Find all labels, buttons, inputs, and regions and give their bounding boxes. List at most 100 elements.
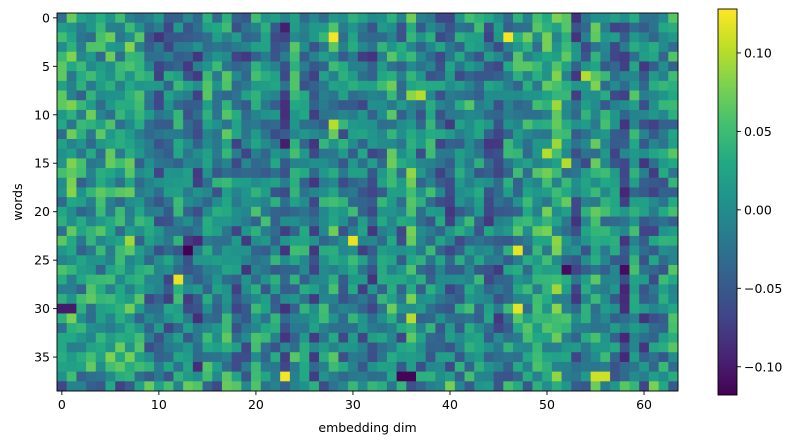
heatmap-cell: [648, 313, 659, 324]
heatmap-cell: [357, 371, 368, 382]
heatmap-cell: [183, 303, 194, 314]
heatmap-cell: [251, 255, 262, 266]
heatmap-cell: [76, 313, 87, 324]
heatmap-cell: [416, 216, 427, 227]
heatmap-cell: [445, 371, 456, 382]
heatmap-cell: [386, 313, 398, 324]
heatmap-cell: [163, 187, 174, 198]
heatmap-cell: [493, 361, 504, 373]
heatmap-cell: [367, 129, 378, 140]
heatmap-cell: [425, 129, 436, 140]
heatmap-cell: [658, 119, 669, 130]
heatmap-cell: [532, 42, 543, 53]
heatmap-cell: [221, 313, 233, 324]
heatmap-cell: [221, 32, 233, 43]
heatmap-cell: [513, 226, 524, 237]
heatmap-cell: [251, 158, 262, 169]
heatmap-cell: [183, 235, 194, 247]
heatmap-cell: [425, 342, 436, 353]
heatmap-cell: [474, 109, 485, 121]
heatmap-cell: [503, 32, 514, 43]
heatmap-cell: [212, 381, 223, 392]
heatmap-cell: [270, 197, 281, 208]
heatmap-cell: [105, 119, 116, 130]
heatmap-cell: [483, 158, 495, 169]
heatmap-cell: [474, 381, 485, 392]
heatmap-cell: [629, 100, 640, 111]
heatmap-cell: [183, 148, 194, 159]
heatmap-cell: [648, 226, 659, 237]
heatmap-cell: [610, 119, 621, 130]
heatmap-cell: [639, 235, 650, 247]
heatmap-cell: [435, 119, 446, 130]
heatmap-cell: [522, 187, 533, 198]
heatmap-cell: [280, 139, 291, 150]
heatmap-cell: [309, 235, 320, 247]
heatmap-cell: [629, 148, 640, 159]
heatmap-cell: [57, 148, 68, 159]
heatmap-cell: [241, 371, 252, 382]
heatmap-cell: [270, 168, 281, 179]
heatmap-cell: [318, 303, 330, 314]
heatmap-cell: [435, 129, 446, 140]
heatmap-cell: [600, 303, 611, 314]
heatmap-cell: [115, 90, 126, 101]
heatmap-cell: [192, 42, 203, 53]
heatmap-cell: [561, 42, 572, 53]
heatmap-cell: [144, 352, 155, 363]
heatmap-cell: [202, 22, 213, 33]
heatmap-cell: [309, 352, 320, 363]
heatmap-cell: [328, 352, 339, 363]
heatmap-cell: [503, 216, 514, 227]
heatmap-cell: [183, 206, 194, 217]
heatmap-cell: [493, 90, 504, 101]
heatmap-cell: [610, 109, 621, 121]
heatmap-cell: [134, 177, 145, 188]
heatmap-cell: [619, 235, 630, 247]
heatmap-cell: [668, 352, 679, 363]
heatmap-cell: [580, 265, 592, 276]
heatmap-cell: [396, 129, 407, 140]
heatmap-cell: [357, 361, 368, 373]
colorbar-tick-label: 0.05: [744, 124, 772, 139]
heatmap-cell: [241, 361, 252, 373]
heatmap-cell: [95, 168, 106, 179]
heatmap-cell: [260, 255, 271, 266]
heatmap-cell: [76, 352, 87, 363]
heatmap-cell: [154, 206, 165, 217]
heatmap-cell: [367, 71, 378, 82]
heatmap-cell: [639, 119, 650, 130]
heatmap-cell: [251, 129, 262, 140]
heatmap-cell: [105, 197, 116, 208]
heatmap-cell: [435, 371, 446, 382]
heatmap-cell: [464, 255, 475, 266]
heatmap-cell: [561, 361, 572, 373]
heatmap-cell: [464, 303, 475, 314]
heatmap-cell: [95, 206, 106, 217]
heatmap-cell: [221, 255, 233, 266]
heatmap-cell: [600, 284, 611, 295]
heatmap-cell: [270, 32, 281, 43]
heatmap-cell: [192, 313, 203, 324]
heatmap-cell: [639, 284, 650, 295]
heatmap-cell: [115, 13, 126, 24]
heatmap-cell: [299, 361, 310, 373]
heatmap-cell: [357, 206, 368, 217]
heatmap-cell: [610, 100, 621, 111]
heatmap-cell: [115, 342, 126, 353]
heatmap-cell: [318, 313, 330, 324]
heatmap-cell: [241, 109, 252, 121]
heatmap-cell: [221, 294, 233, 305]
heatmap-cell: [454, 119, 465, 130]
heatmap-cell: [221, 332, 233, 343]
heatmap-cell: [173, 197, 184, 208]
heatmap-cell: [571, 294, 582, 305]
heatmap-cell: [396, 284, 407, 295]
heatmap-cell: [231, 158, 242, 169]
heatmap-cell: [105, 371, 116, 382]
heatmap-cell: [76, 381, 87, 392]
heatmap-cell: [600, 265, 611, 276]
heatmap-cell: [280, 129, 291, 140]
heatmap-cell: [318, 158, 330, 169]
heatmap-cell: [629, 352, 640, 363]
